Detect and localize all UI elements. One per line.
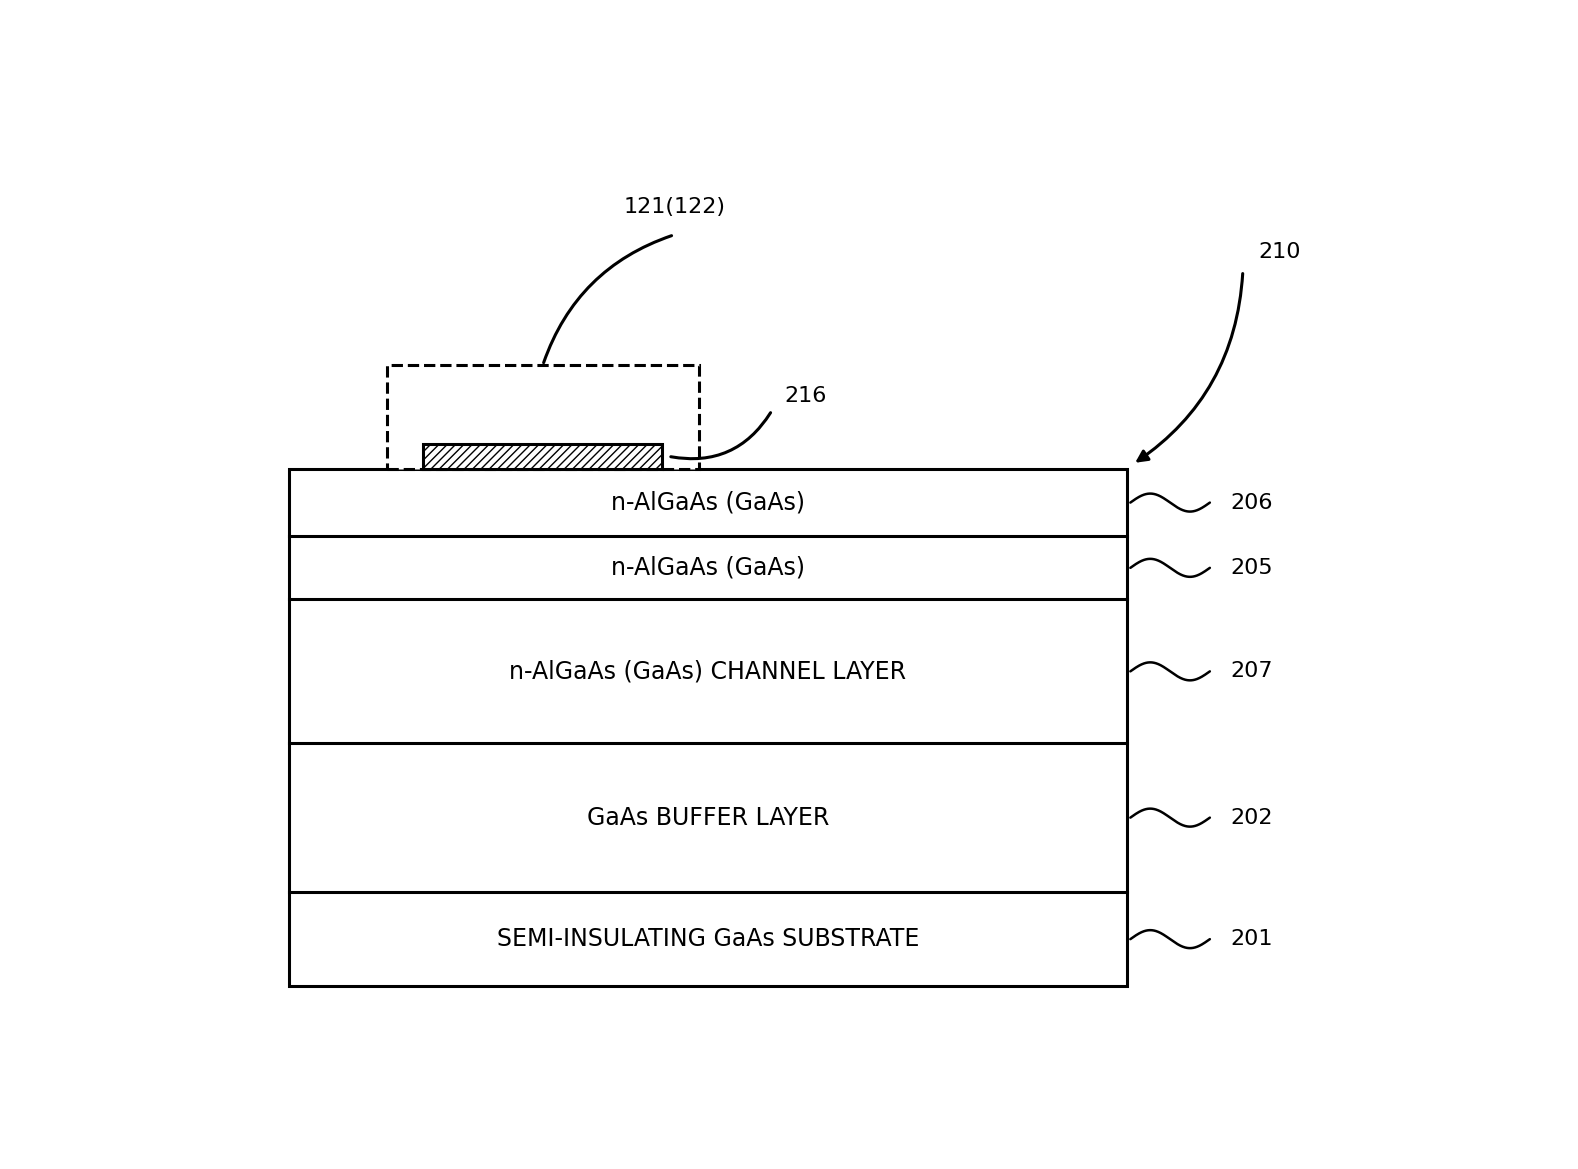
Text: n-AlGaAs (GaAs): n-AlGaAs (GaAs) bbox=[611, 555, 805, 580]
Text: 216: 216 bbox=[784, 386, 827, 406]
Text: n-AlGaAs (GaAs): n-AlGaAs (GaAs) bbox=[611, 491, 805, 514]
Text: 207: 207 bbox=[1231, 662, 1273, 682]
Text: 201: 201 bbox=[1231, 929, 1273, 949]
Bar bbox=[387, 365, 699, 469]
Bar bbox=[423, 443, 663, 469]
Text: 210: 210 bbox=[1258, 242, 1300, 262]
Text: GaAs BUFFER LAYER: GaAs BUFFER LAYER bbox=[587, 805, 828, 830]
Text: n-AlGaAs (GaAs) CHANNEL LAYER: n-AlGaAs (GaAs) CHANNEL LAYER bbox=[510, 659, 906, 684]
Text: SEMI-INSULATING GaAs SUBSTRATE: SEMI-INSULATING GaAs SUBSTRATE bbox=[497, 927, 918, 952]
Text: 206: 206 bbox=[1231, 492, 1273, 512]
Bar bbox=[289, 469, 1127, 987]
Text: 205: 205 bbox=[1231, 558, 1273, 577]
Text: 202: 202 bbox=[1231, 808, 1273, 828]
Text: 121(122): 121(122) bbox=[623, 196, 726, 216]
